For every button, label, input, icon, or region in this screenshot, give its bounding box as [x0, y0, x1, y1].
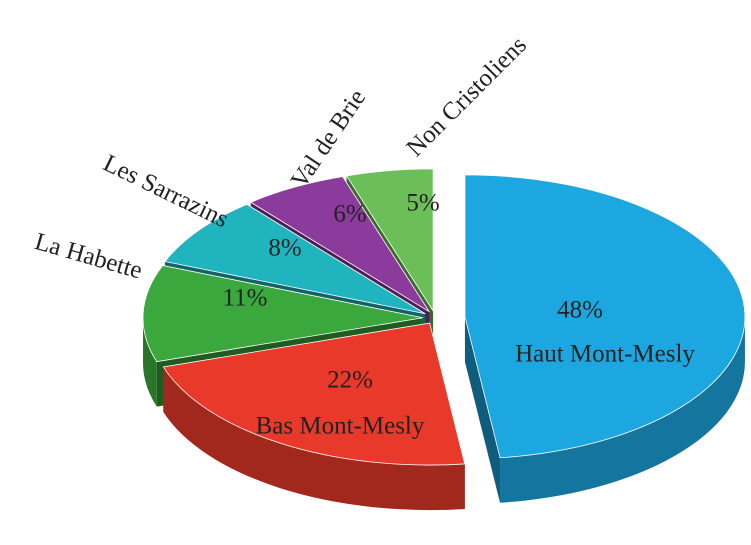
value-label: 11%: [223, 285, 268, 312]
pie-slice: [142, 265, 424, 363]
category-label: Bas Mont-Mesly: [256, 413, 425, 440]
slice-side: [500, 316, 745, 503]
category-label: La Habette: [32, 228, 146, 284]
slice-side: [163, 366, 465, 511]
value-label: 6%: [333, 201, 366, 228]
value-label: 22%: [327, 367, 373, 394]
value-label: 5%: [406, 190, 439, 217]
value-label: 8%: [268, 235, 301, 262]
category-label: Les Sarrazins: [99, 150, 233, 234]
pie-slice: [464, 174, 746, 459]
value-label: 48%: [557, 297, 603, 324]
category-label: Non Cristoliens: [401, 31, 532, 162]
pie-slice: [345, 168, 434, 313]
slice-side: [464, 316, 501, 503]
pie-slice: [249, 176, 430, 313]
pie-slice: [164, 203, 426, 315]
category-label: Haut Mont-Mesly: [515, 341, 695, 368]
pie-slice: [162, 322, 466, 466]
